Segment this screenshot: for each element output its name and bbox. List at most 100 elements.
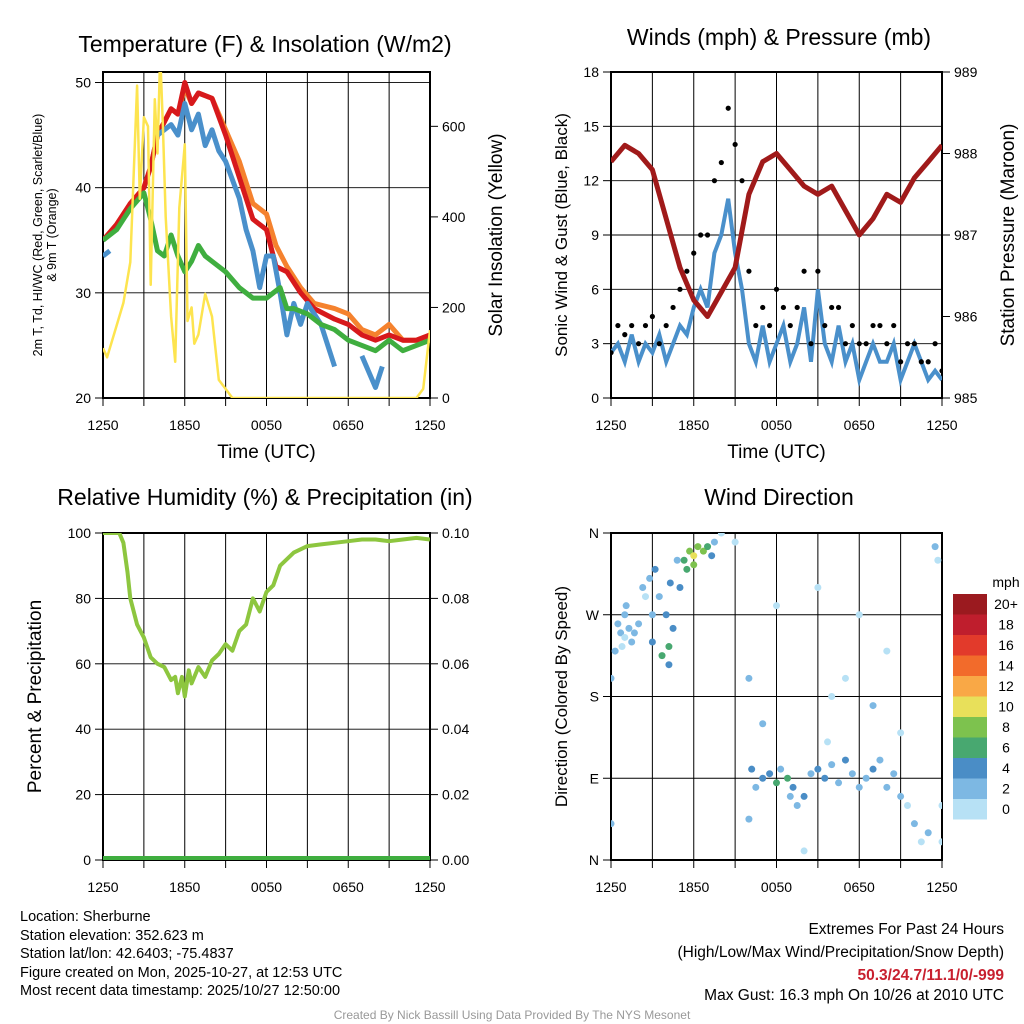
recent-text: Most recent data timestamp: 2025/10/27 1…	[20, 983, 341, 999]
legend-label: 14	[998, 658, 1014, 674]
wind-direction-point	[931, 543, 939, 551]
x-tick-label: 1250	[926, 417, 957, 433]
wind-direction-point	[662, 611, 670, 619]
wind-direction-point	[784, 774, 792, 782]
wind-direction-point	[800, 792, 808, 800]
wind-direction-point	[883, 647, 891, 655]
wind-direction-point	[717, 533, 725, 537]
y-tick-label: 0	[591, 390, 599, 406]
wind-direction-point	[658, 652, 666, 660]
y2-tick-label: 986	[954, 309, 978, 325]
legend-swatch	[953, 799, 987, 820]
y-tick-label: N	[589, 525, 599, 541]
wind-direction-point	[694, 543, 702, 551]
wind-direction-point	[841, 674, 849, 682]
gust-point	[746, 268, 752, 274]
gust-point	[760, 304, 766, 311]
gust-point	[642, 322, 649, 329]
wind-direction-point	[835, 779, 843, 787]
x-tick-label: 0050	[761, 417, 792, 433]
wind-direction-point	[646, 574, 654, 582]
series-station-pressure	[611, 142, 942, 319]
y-tick-label: 3	[591, 336, 599, 352]
wind-direction-point	[748, 765, 756, 773]
gust-point	[704, 232, 711, 238]
plot-area	[103, 72, 430, 398]
gust-point	[835, 304, 842, 311]
gust-point	[739, 178, 745, 184]
wind-direction-point	[622, 602, 630, 610]
gust-point	[918, 359, 924, 365]
gust-point	[629, 322, 635, 329]
wind-direction-point	[773, 602, 780, 610]
legend-swatch	[953, 594, 987, 615]
wind-direction-point	[673, 556, 681, 564]
wind-direction-point	[680, 556, 688, 564]
y-axis-label-line2: & 9m T (Orange)	[45, 188, 59, 281]
gust-point	[794, 304, 800, 311]
wind-direction-point	[828, 761, 836, 769]
wind-direction-point	[759, 720, 767, 728]
x-tick-label: 1250	[87, 879, 118, 895]
y-axis-label: Percent & Precipitation	[25, 600, 46, 793]
legend-swatch	[953, 737, 987, 758]
y-tick-label: 40	[75, 721, 91, 737]
max-gust-text: Max Gust: 16.3 mph On 10/26 at 2010 UTC	[704, 987, 1004, 1004]
wind-direction-point	[773, 779, 780, 787]
wind-direction-point	[639, 584, 647, 591]
x-axis-label: Time (UTC)	[727, 442, 826, 463]
wind-direction-point	[614, 620, 622, 628]
wind-direction-point	[883, 783, 891, 791]
gust-point	[870, 322, 876, 329]
gust-point	[684, 268, 690, 274]
x-tick-label: 1250	[414, 879, 445, 895]
plot-frame	[610, 532, 943, 861]
y-axis-label: 2m T, Td, HI/WC (Red, Green, Scarlet/Blu…	[31, 114, 45, 357]
chart-title: Wind Direction	[704, 484, 854, 510]
gust-point	[691, 250, 697, 256]
y-axis-label: Sonic Wind & Gust (Blue, Black)	[552, 113, 571, 357]
x-tick-label: 1850	[678, 417, 709, 433]
legend-label: 8	[1002, 719, 1010, 735]
chart-title: Relative Humidity (%) & Precipitation (i…	[57, 484, 472, 510]
legend-title: mph	[992, 574, 1019, 590]
y-tick-label: 20	[75, 390, 91, 406]
wind-direction-point	[676, 584, 684, 591]
wind-direction-point	[745, 815, 753, 823]
y-tick-label: 80	[75, 590, 91, 606]
y-tick-label: 6	[591, 281, 599, 297]
wind-direction-point	[651, 565, 659, 573]
gust-point	[815, 268, 821, 274]
location-text: Location: Sherburne	[20, 909, 151, 925]
gust-point	[829, 304, 835, 311]
wind-direction-point	[841, 756, 849, 764]
legend-label: 0	[1002, 801, 1010, 817]
wind-direction-point	[648, 611, 656, 619]
y2-axis-label: Station Pressure (Maroon)	[998, 124, 1019, 347]
gust-point	[856, 341, 862, 347]
wind-direction-point	[800, 847, 808, 855]
y-tick-label: 0	[83, 852, 91, 868]
plot-area	[103, 533, 430, 860]
x-tick-label: 1850	[169, 417, 200, 433]
x-tick-label: 0050	[251, 879, 282, 895]
gust-point	[849, 322, 855, 329]
x-tick-label: 1850	[678, 879, 709, 895]
wind-direction-point	[904, 802, 912, 809]
wind-direction-point	[786, 792, 794, 800]
y-tick-label: 60	[75, 656, 91, 672]
y2-tick-label: 0.10	[442, 525, 469, 541]
elevation-text: Station elevation: 352.623 m	[20, 927, 204, 944]
wind-direction-point	[924, 829, 932, 837]
x-tick-label: 1250	[414, 417, 445, 433]
y-tick-label: 30	[75, 285, 91, 301]
wind-direction-point	[814, 765, 822, 773]
gust-point	[939, 368, 942, 374]
legend-label: 12	[998, 678, 1014, 694]
wind-direction-point	[683, 565, 691, 573]
wind-direction-point	[666, 579, 674, 587]
y-tick-label: 18	[583, 64, 599, 80]
gust-point	[891, 322, 897, 329]
wind-direction-point	[917, 838, 925, 846]
gust-point	[718, 159, 724, 166]
